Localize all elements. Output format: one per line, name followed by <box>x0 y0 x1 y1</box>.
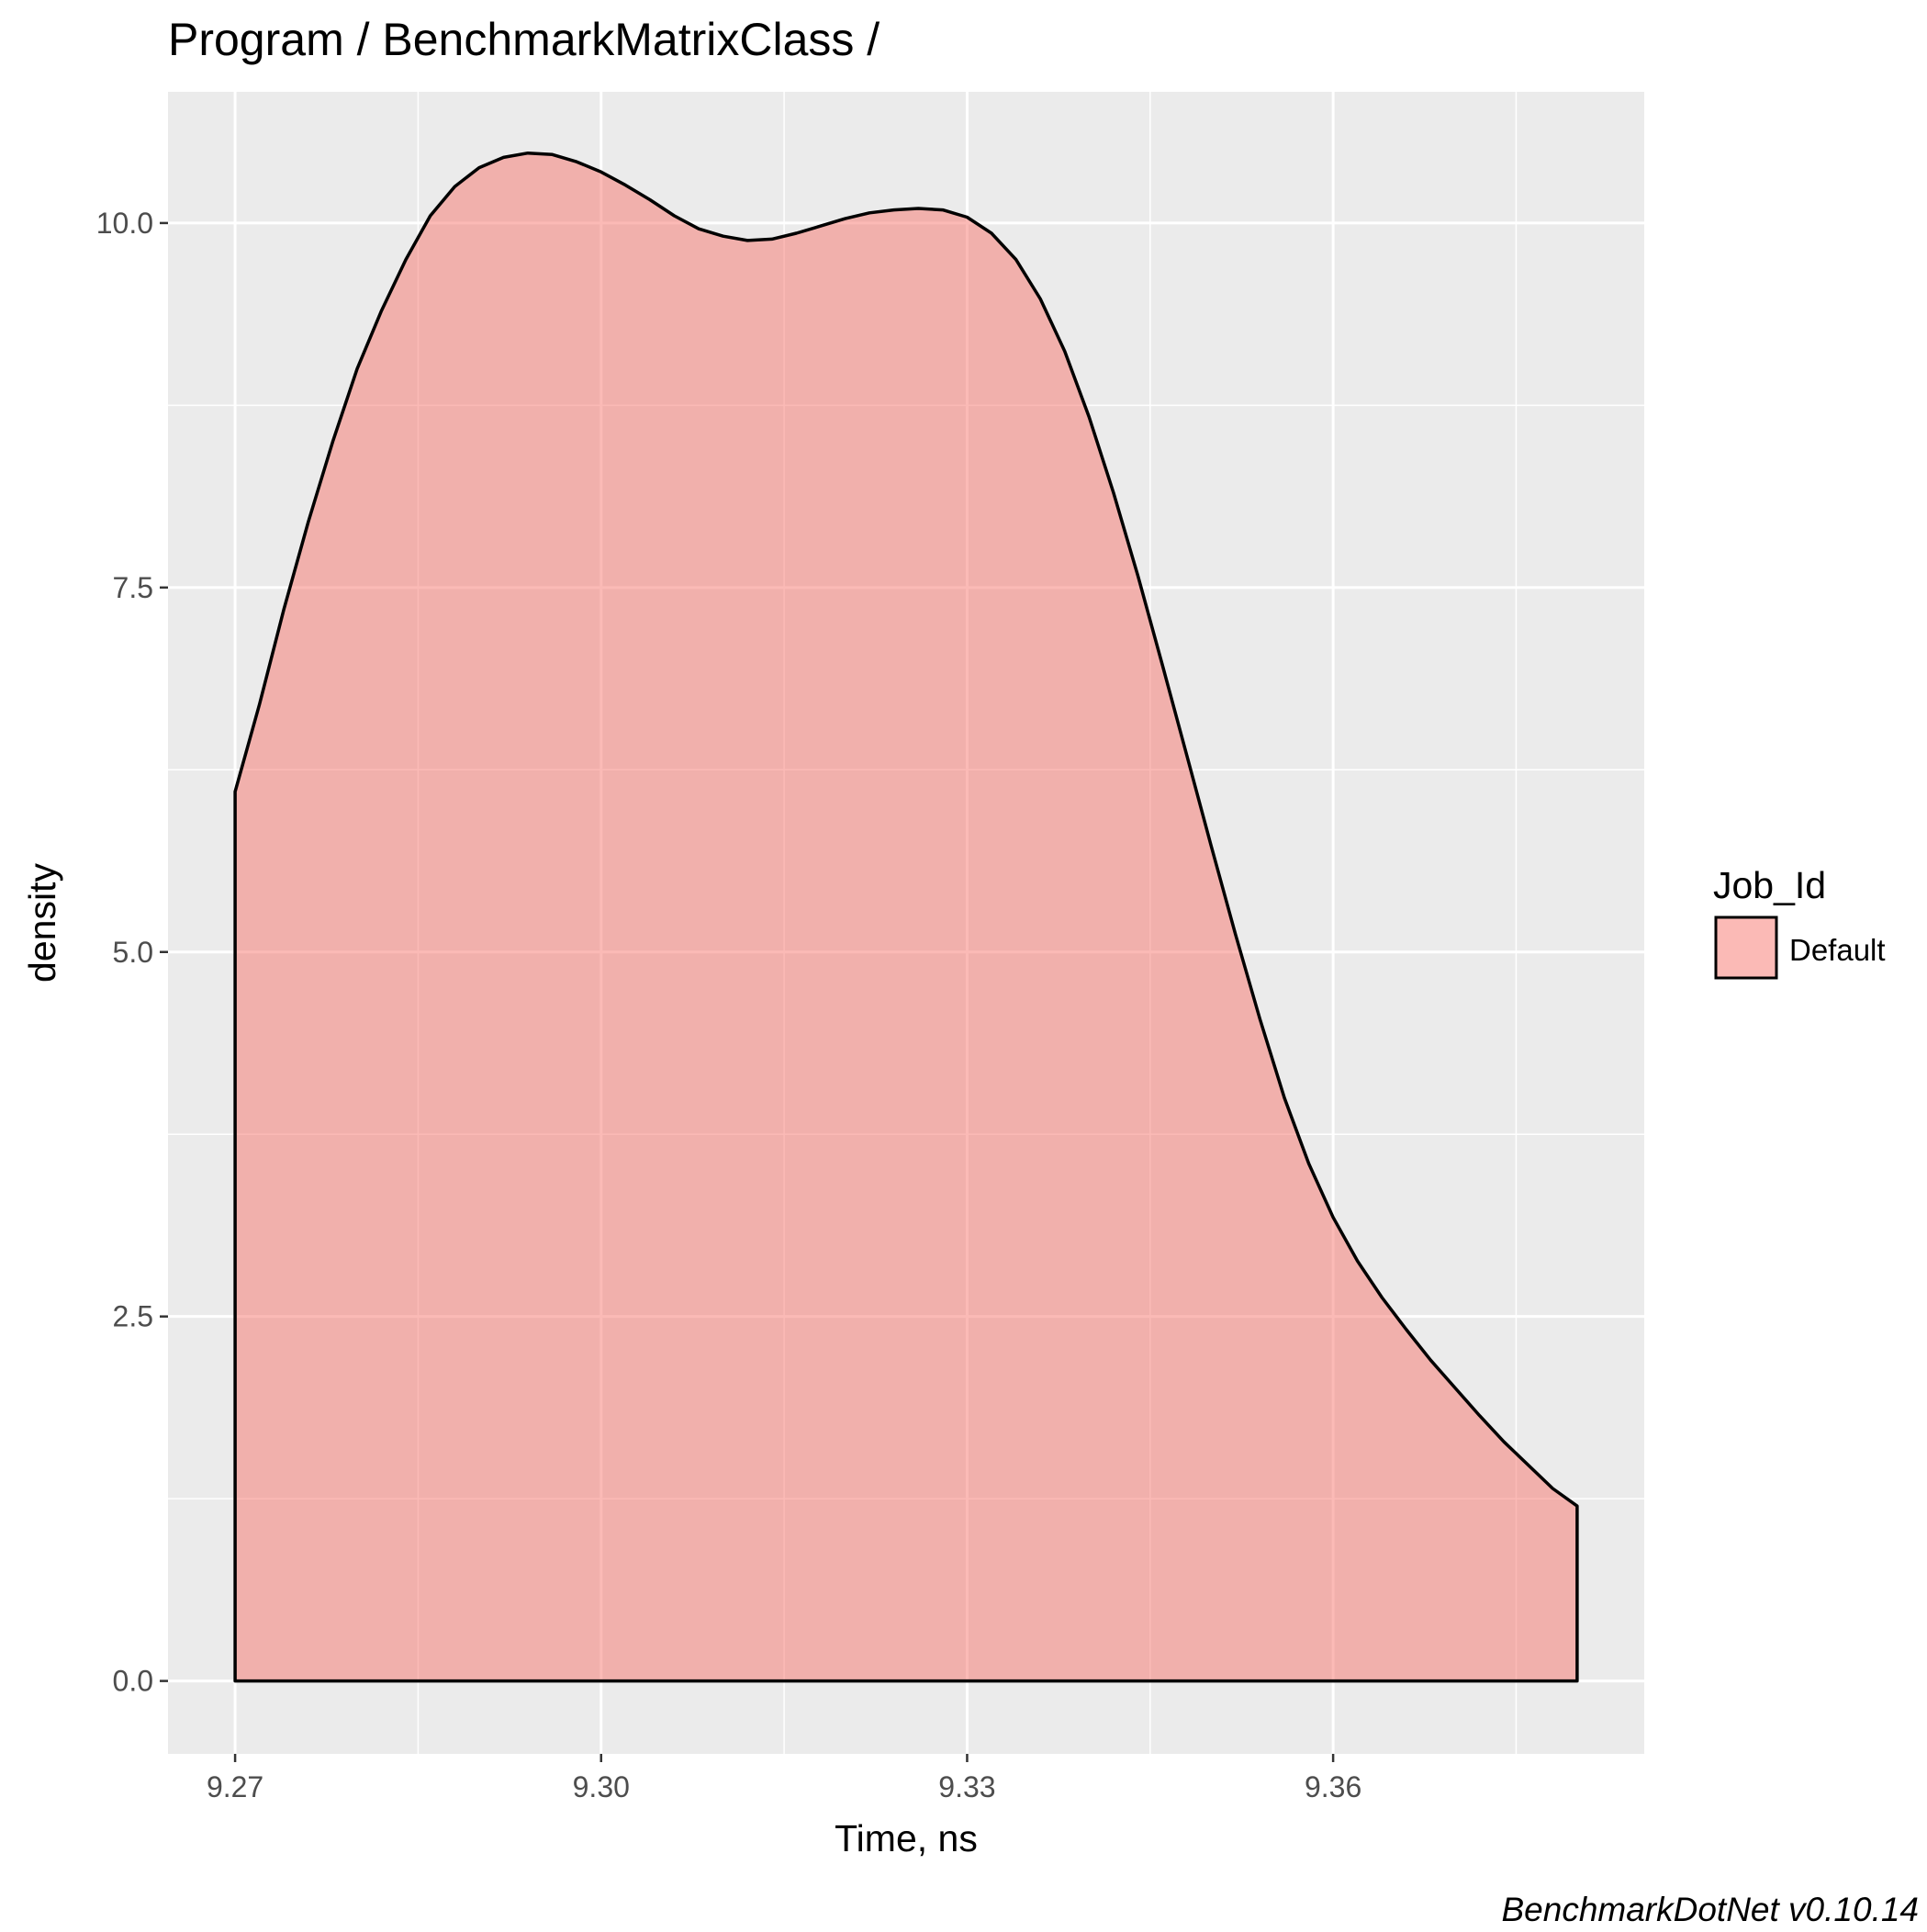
y-tick-label: 10.0 <box>96 207 153 240</box>
x-tick-label: 9.30 <box>573 1770 630 1803</box>
legend-key-default <box>1714 915 1778 980</box>
chart-title: Program / BenchmarkMatrixClass / <box>168 14 879 65</box>
x-tick-label: 9.36 <box>1305 1770 1361 1803</box>
legend-label-default: Default <box>1789 933 1886 967</box>
density-area-series-default <box>233 151 1579 1683</box>
y-axis-title: density <box>21 863 63 983</box>
x-axis: 9.27 9.30 9.33 9.36 <box>207 1754 1361 1803</box>
x-tick-label: 9.27 <box>207 1770 263 1803</box>
y-tick-label: 5.0 <box>113 936 153 969</box>
y-tick-label: 7.5 <box>113 571 153 604</box>
legend-title: Job_Id <box>1713 864 1826 906</box>
y-axis: 0.0 2.5 5.0 7.5 10.0 <box>96 207 168 1698</box>
x-axis-title: Time, ns <box>835 1817 978 1859</box>
y-tick-label: 0.0 <box>113 1665 153 1698</box>
x-tick-label: 9.33 <box>938 1770 995 1803</box>
legend: Job_Id Default <box>1713 864 1886 980</box>
caption: BenchmarkDotNet v0.10.14 <box>1501 1891 1919 1927</box>
y-tick-label: 2.5 <box>113 1300 153 1333</box>
